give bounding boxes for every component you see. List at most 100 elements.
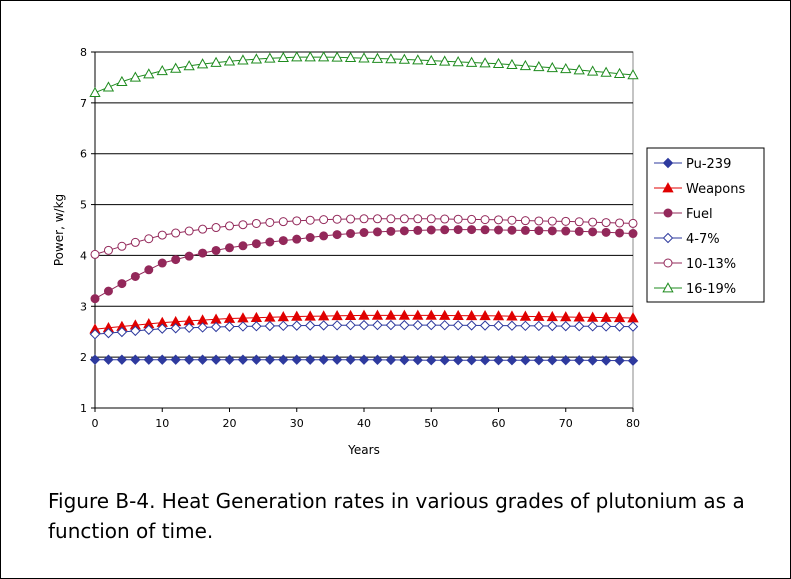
data-point: [372, 319, 383, 331]
data-point: [533, 60, 545, 72]
y-tick-label: 8: [80, 46, 87, 59]
data-point: [600, 355, 612, 366]
data-point: [346, 214, 356, 224]
data-point: [251, 239, 261, 249]
data-point: [385, 309, 397, 320]
data-point: [345, 354, 356, 365]
data-point: [601, 227, 611, 237]
data-point: [143, 324, 155, 335]
data-point: [426, 225, 436, 235]
data-point: [117, 279, 127, 289]
data-point: [291, 320, 302, 331]
x-axis-title: Years: [347, 443, 380, 457]
data-point: [492, 310, 505, 321]
data-point: [614, 321, 625, 332]
data-point: [264, 354, 276, 365]
data-point: [574, 226, 584, 236]
data-point: [386, 226, 396, 236]
data-point: [264, 320, 276, 332]
data-point: [278, 217, 288, 227]
data-point: [144, 234, 154, 244]
data-point: [198, 224, 208, 234]
data-point: [546, 310, 558, 322]
data-point: [251, 354, 262, 365]
data-point: [371, 309, 384, 320]
data-point: [453, 225, 463, 235]
data-point: [358, 319, 370, 331]
data-point: [332, 230, 342, 240]
data-point: [129, 71, 141, 82]
data-point: [171, 255, 181, 265]
data-point: [628, 218, 638, 228]
data-point: [210, 56, 222, 67]
data-point: [183, 322, 195, 334]
data-point: [413, 214, 423, 224]
data-point: [358, 309, 370, 320]
data-point: [614, 355, 625, 366]
data-point: [197, 322, 208, 333]
data-point: [520, 320, 531, 332]
data-point: [117, 241, 127, 251]
data-point: [344, 309, 357, 320]
data-point: [372, 354, 383, 365]
legend-marker: [662, 282, 674, 293]
data-point: [573, 321, 585, 332]
data-point: [560, 311, 572, 322]
data-point: [358, 52, 370, 63]
data-point: [399, 226, 409, 236]
data-point: [265, 217, 275, 227]
data-point: [627, 321, 639, 332]
data-point: [90, 249, 100, 259]
x-tick-label: 50: [424, 417, 438, 430]
data-point: [412, 319, 424, 331]
data-point: [560, 354, 571, 366]
data-point: [452, 56, 464, 67]
data-point: [520, 354, 531, 366]
data-point: [304, 354, 316, 365]
data-point: [184, 226, 194, 236]
data-point: [588, 217, 598, 227]
y-tick-label: 5: [80, 199, 87, 212]
data-point: [479, 320, 491, 331]
data-point: [331, 310, 343, 321]
data-point: [198, 248, 208, 258]
data-point: [600, 321, 612, 332]
data-point: [251, 218, 261, 228]
data-point: [237, 54, 249, 65]
data-point: [183, 354, 195, 365]
legend-item: Pu-239: [654, 157, 731, 172]
data-point: [291, 354, 302, 365]
data-point: [398, 53, 410, 64]
data-point: [493, 354, 504, 366]
data-point: [237, 321, 249, 332]
data-point: [601, 218, 611, 228]
data-point: [615, 218, 625, 228]
data-point: [507, 215, 517, 225]
data-point: [103, 327, 114, 339]
data-point: [479, 57, 491, 68]
data-point: [560, 62, 572, 74]
data-point: [399, 214, 409, 224]
data-point: [452, 354, 464, 366]
data-point: [292, 216, 302, 226]
data-point: [197, 354, 208, 365]
data-point: [318, 310, 330, 321]
data-point: [304, 310, 316, 321]
data-point: [331, 51, 343, 62]
data-point: [386, 214, 396, 224]
data-point: [103, 286, 113, 296]
legend-label: 10-13%: [686, 257, 736, 272]
data-point: [573, 311, 585, 322]
data-point: [103, 245, 113, 255]
x-tick-label: 10: [155, 417, 169, 430]
data-point: [225, 243, 234, 253]
data-point: [237, 354, 249, 365]
data-point: [103, 354, 114, 365]
data-point: [506, 58, 518, 70]
data-point: [613, 67, 626, 79]
x-tick-label: 0: [92, 417, 99, 430]
data-point: [412, 309, 424, 320]
data-point: [277, 51, 289, 63]
data-point: [224, 354, 235, 365]
data-point: [412, 354, 424, 366]
